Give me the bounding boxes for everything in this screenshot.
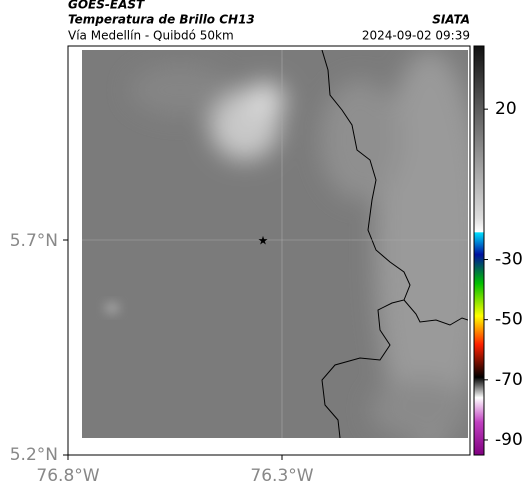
map-frame [67, 45, 471, 456]
location-marker: ★ [258, 234, 269, 248]
product-title: Temperatura de Brillo CH13 [68, 13, 255, 27]
colorbar-label: -70 [495, 370, 523, 390]
source-title: GOES-EAST [68, 0, 145, 12]
colorbar-label: 20 [495, 99, 517, 119]
satellite-image [82, 50, 468, 438]
timestamp: 2024-09-02 09:39 [362, 29, 470, 43]
colorbar-label: -50 [495, 310, 523, 330]
region-subtitle: Vía Medellín - Quibdó 50km [68, 29, 234, 43]
agency-label: SIATA [432, 13, 470, 27]
lat-label: 5.2°N [10, 445, 58, 465]
colorbar [473, 45, 485, 456]
colorbar-label: -90 [495, 430, 523, 450]
colorbar-label: -30 [495, 250, 523, 270]
lat-label: 5.7°N [10, 231, 58, 251]
lon-label: 76.3°W [250, 466, 313, 486]
lon-label: 76.8°W [36, 466, 99, 486]
